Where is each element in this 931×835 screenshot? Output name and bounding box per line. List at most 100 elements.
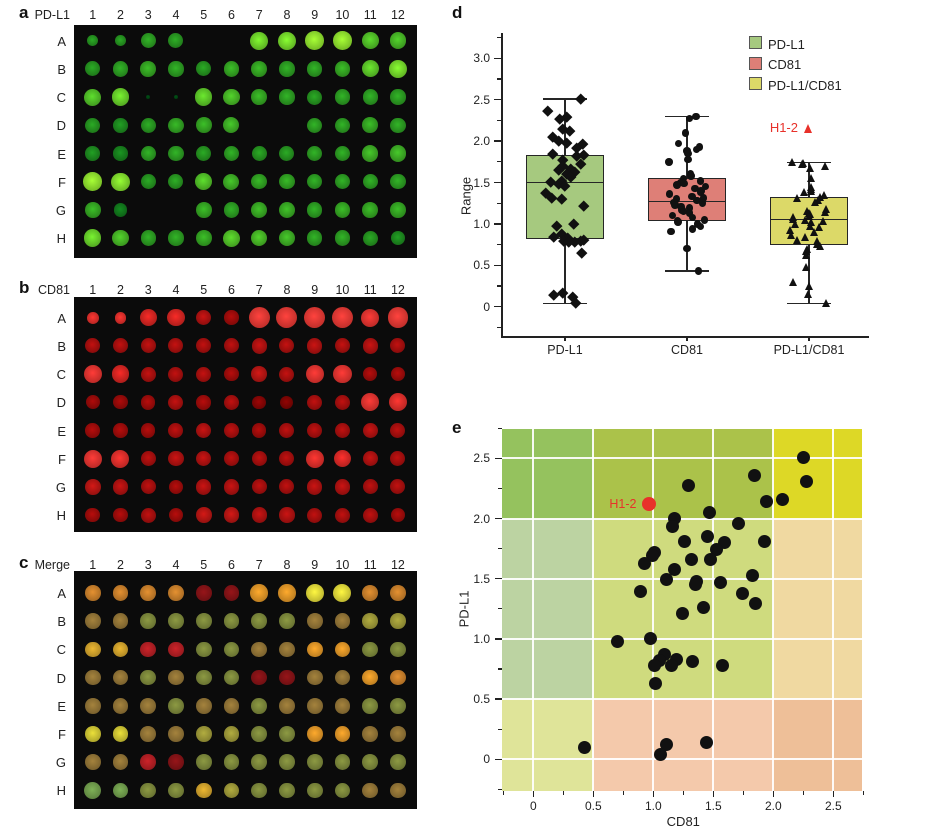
data-point (680, 179, 688, 188)
array-row-label: H (56, 783, 66, 799)
array-dot (112, 782, 129, 799)
data-point (684, 149, 692, 158)
array-dot (195, 117, 212, 134)
legend-label: CD81 (768, 57, 802, 72)
data-point (610, 634, 624, 648)
array-dot (140, 117, 156, 133)
e-gridline-h (502, 517, 862, 520)
data-point (691, 184, 699, 193)
data-point (696, 222, 705, 231)
data-point (674, 218, 682, 226)
array-row-label: G (55, 755, 66, 771)
array-dot (140, 33, 156, 49)
data-point (665, 158, 673, 166)
array-dot (168, 117, 184, 134)
array-dot (112, 479, 129, 495)
array-col-label: 9 (311, 283, 319, 297)
d-x-cat-label: PD-L1/CD81 (773, 343, 845, 357)
data-point (746, 568, 760, 582)
data-point (786, 225, 795, 234)
d-y-tick (494, 57, 502, 59)
array-dot (279, 669, 295, 686)
array-col-label: 6 (227, 283, 235, 297)
data-point (758, 534, 772, 548)
array-dot (334, 754, 351, 771)
data-point (648, 658, 661, 672)
array-dot (362, 422, 378, 439)
array-dot (307, 394, 323, 410)
panel-a-letter: a (19, 3, 29, 22)
array-col-label: 9 (311, 558, 319, 572)
array-dot (388, 393, 407, 412)
array-dot (362, 697, 379, 714)
e-x-tick (592, 791, 594, 797)
data-point (688, 192, 696, 201)
array-dot (362, 754, 379, 771)
d-ylabel: Range (458, 176, 474, 216)
d-x-cat-label: PD-L1 (547, 343, 583, 357)
d-y-minor-tick (497, 244, 502, 246)
array-dot (87, 35, 99, 47)
d-y-tick (494, 223, 502, 225)
array-dot (140, 145, 156, 162)
data-point (814, 223, 823, 232)
e-ylabel: PD-L1 (456, 590, 472, 628)
array-dot (251, 613, 268, 630)
e-y-tick (495, 578, 502, 580)
data-point (654, 747, 667, 761)
e-gridline-v (592, 429, 595, 791)
array-grid-c (74, 571, 417, 809)
data-point (810, 197, 819, 206)
array-dot (113, 395, 128, 410)
array-dot (250, 584, 268, 602)
d-y-tick-label: 1.5 (473, 175, 490, 190)
legend-swatch-PD-L1 (749, 36, 762, 49)
array-dot (140, 479, 156, 495)
array-dot (196, 451, 212, 467)
array-dot (280, 395, 294, 409)
d-y-tick-label: 2.5 (473, 92, 490, 107)
array-dot (223, 145, 240, 162)
array-dot (388, 59, 407, 78)
data-point (687, 172, 695, 180)
array-dot (251, 782, 268, 799)
array-dot (362, 782, 379, 799)
array-row-label: D (56, 395, 66, 411)
data-point (668, 562, 682, 576)
array-dot (112, 229, 129, 247)
array-dot (195, 669, 212, 686)
array-dot (196, 310, 212, 326)
data-point (685, 209, 694, 217)
array-dot (361, 32, 379, 50)
data-point (660, 573, 673, 587)
array-dot (195, 754, 212, 771)
array-dot (168, 479, 184, 495)
array-col-label: 2 (116, 283, 124, 297)
array-row-label: B (57, 614, 66, 630)
array-dot (113, 118, 128, 133)
array-dot (278, 230, 295, 247)
array-dot (307, 145, 323, 162)
array-dot (305, 31, 325, 51)
array-dot (390, 423, 406, 438)
array-dot (334, 117, 351, 133)
data-point (703, 505, 717, 519)
array-dot (140, 613, 157, 630)
array-dot (390, 754, 406, 771)
d-median (648, 200, 726, 203)
e-x-minor-tick (562, 791, 564, 795)
d-y-tick-label: 0.5 (473, 258, 490, 273)
array-dot (334, 338, 350, 354)
array-dot (306, 782, 323, 799)
data-point (788, 157, 797, 166)
d-y-minor-tick (497, 78, 502, 80)
e-y-tick (495, 758, 502, 760)
d-whisker-cap (787, 161, 831, 164)
array-dot (223, 585, 240, 601)
e-region (773, 518, 862, 700)
array-dot (251, 451, 267, 467)
panel-e-letter: e (452, 418, 462, 437)
array-col-label: 9 (311, 8, 319, 22)
e-xlabel: CD81 (666, 814, 700, 829)
array-dot (306, 641, 323, 658)
